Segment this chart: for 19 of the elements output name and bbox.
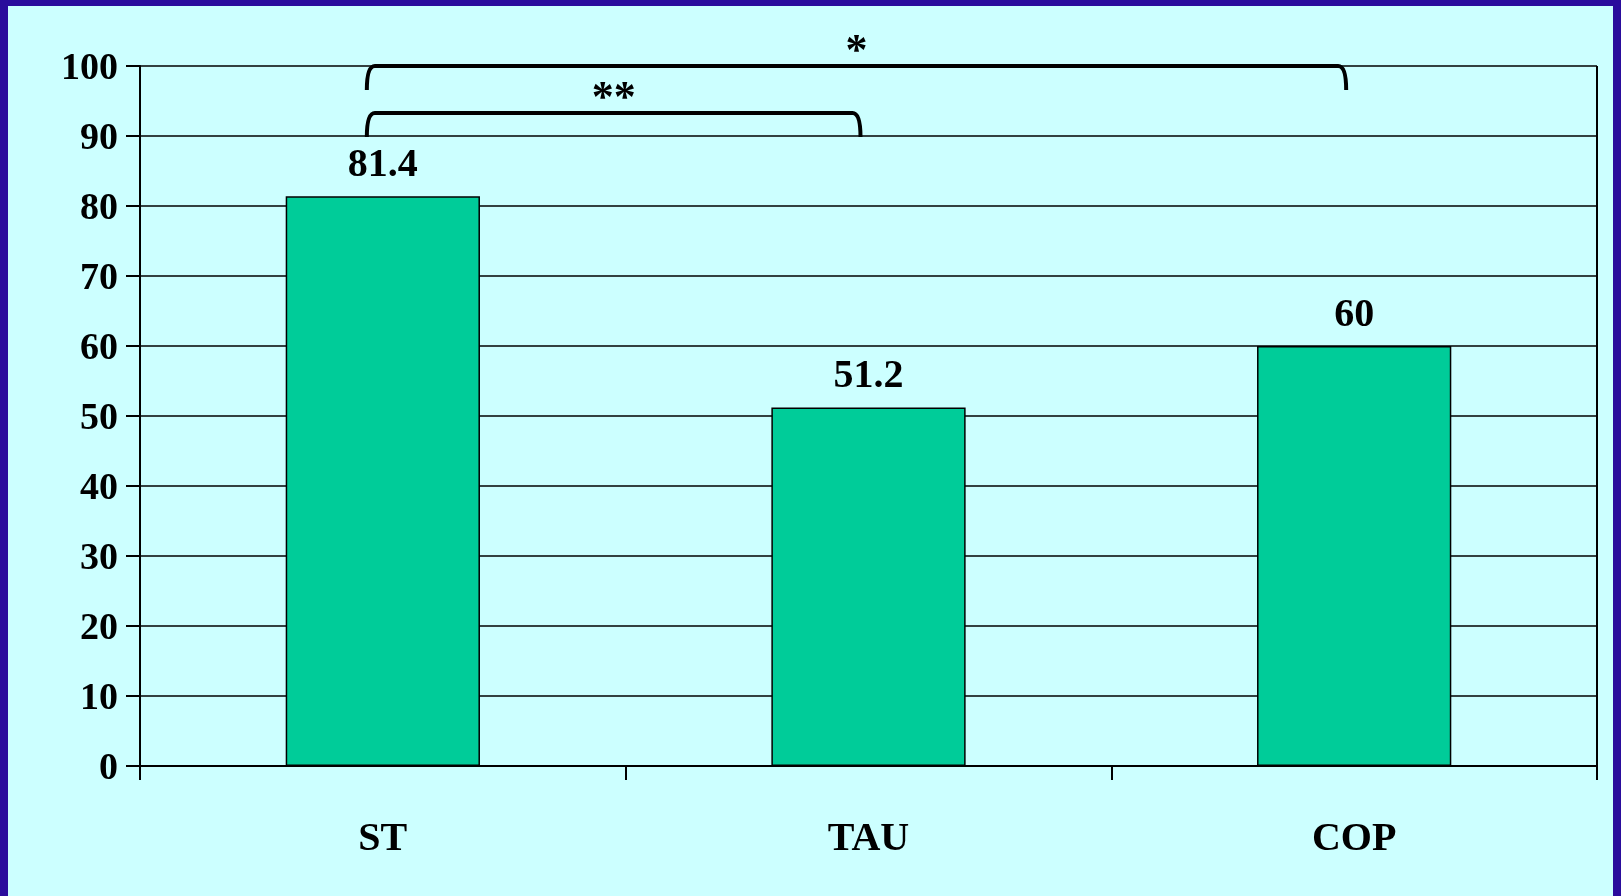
x-tick-label: ST — [358, 813, 408, 859]
y-tick-label: 40 — [80, 465, 118, 507]
y-tick-label: 80 — [80, 185, 118, 227]
x-tick-label: COP — [1311, 813, 1397, 859]
y-tick-label: 70 — [80, 255, 118, 297]
annotation: * — [845, 25, 868, 74]
y-tick-label: 90 — [80, 115, 118, 157]
y-tick-label: 10 — [80, 675, 118, 717]
data-label: 81.4 — [347, 139, 418, 185]
data-label: 60 — [1334, 289, 1375, 335]
x-tick-label: TAU — [827, 813, 910, 859]
y-tick-label: 100 — [61, 45, 118, 87]
data-label: 51.2 — [833, 351, 904, 397]
y-tick-label: 60 — [80, 325, 118, 367]
y-tick-label: 50 — [80, 395, 118, 437]
y-tick-label: 30 — [80, 535, 118, 577]
annotation: ** — [591, 71, 636, 121]
y-tick-label: 0 — [99, 745, 118, 787]
y-tick-label: 20 — [80, 605, 118, 647]
